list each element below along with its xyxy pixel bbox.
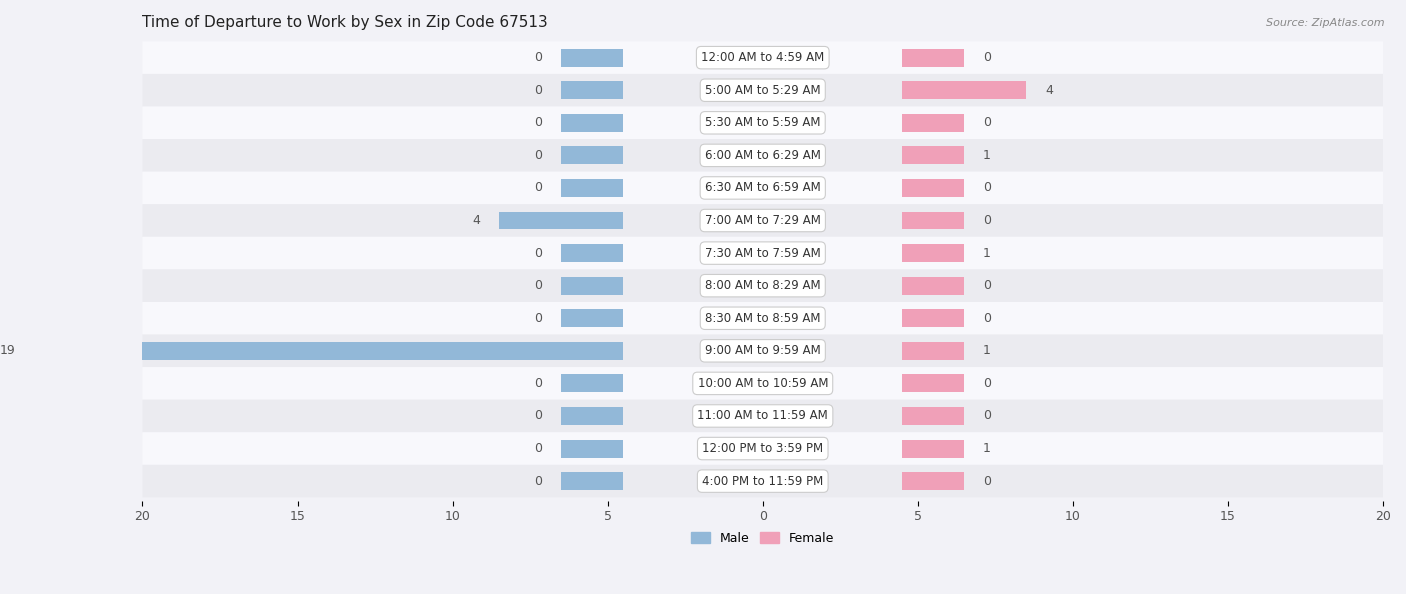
Bar: [903, 49, 965, 67]
Bar: [903, 244, 965, 262]
Bar: [561, 374, 623, 393]
Text: 11:00 AM to 11:59 AM: 11:00 AM to 11:59 AM: [697, 409, 828, 422]
FancyBboxPatch shape: [142, 465, 1384, 497]
Text: 0: 0: [534, 409, 543, 422]
Text: 0: 0: [983, 475, 991, 488]
Text: 4: 4: [1045, 84, 1053, 97]
FancyBboxPatch shape: [142, 432, 1384, 465]
Text: 0: 0: [983, 214, 991, 227]
Text: 19: 19: [0, 345, 15, 358]
Text: 0: 0: [534, 149, 543, 162]
Text: 5:30 AM to 5:59 AM: 5:30 AM to 5:59 AM: [704, 116, 821, 129]
Text: 0: 0: [534, 475, 543, 488]
Text: 7:00 AM to 7:29 AM: 7:00 AM to 7:29 AM: [704, 214, 821, 227]
Text: 0: 0: [534, 51, 543, 64]
Text: 8:00 AM to 8:29 AM: 8:00 AM to 8:29 AM: [704, 279, 821, 292]
Text: 1: 1: [983, 442, 991, 455]
Bar: [903, 179, 965, 197]
Text: 0: 0: [534, 84, 543, 97]
Bar: [561, 277, 623, 295]
Bar: [903, 277, 965, 295]
Text: 8:30 AM to 8:59 AM: 8:30 AM to 8:59 AM: [704, 312, 821, 325]
Bar: [903, 81, 1026, 99]
FancyBboxPatch shape: [142, 172, 1384, 204]
FancyBboxPatch shape: [142, 270, 1384, 302]
Text: 0: 0: [983, 51, 991, 64]
FancyBboxPatch shape: [142, 139, 1384, 172]
Bar: [561, 440, 623, 457]
Bar: [34, 342, 623, 360]
Text: 0: 0: [534, 377, 543, 390]
Bar: [561, 49, 623, 67]
Bar: [561, 179, 623, 197]
Bar: [561, 114, 623, 132]
Bar: [499, 211, 623, 229]
Text: 7:30 AM to 7:59 AM: 7:30 AM to 7:59 AM: [704, 247, 821, 260]
Bar: [903, 440, 965, 457]
Text: 9:00 AM to 9:59 AM: 9:00 AM to 9:59 AM: [704, 345, 821, 358]
Bar: [561, 81, 623, 99]
Text: 5:00 AM to 5:29 AM: 5:00 AM to 5:29 AM: [704, 84, 821, 97]
Text: 0: 0: [983, 116, 991, 129]
Bar: [903, 211, 965, 229]
Text: 6:00 AM to 6:29 AM: 6:00 AM to 6:29 AM: [704, 149, 821, 162]
Bar: [561, 244, 623, 262]
Text: 1: 1: [983, 149, 991, 162]
Bar: [561, 472, 623, 490]
Text: 6:30 AM to 6:59 AM: 6:30 AM to 6:59 AM: [704, 181, 821, 194]
Bar: [561, 407, 623, 425]
Text: 0: 0: [983, 279, 991, 292]
Text: 0: 0: [534, 181, 543, 194]
Text: 1: 1: [983, 247, 991, 260]
Bar: [903, 146, 965, 165]
Bar: [903, 374, 965, 393]
FancyBboxPatch shape: [142, 204, 1384, 237]
Text: 0: 0: [534, 279, 543, 292]
Text: 12:00 PM to 3:59 PM: 12:00 PM to 3:59 PM: [702, 442, 824, 455]
Text: 0: 0: [983, 181, 991, 194]
Text: 4:00 PM to 11:59 PM: 4:00 PM to 11:59 PM: [702, 475, 824, 488]
Bar: [903, 114, 965, 132]
Text: 4: 4: [472, 214, 481, 227]
Text: 0: 0: [983, 312, 991, 325]
FancyBboxPatch shape: [142, 74, 1384, 106]
Bar: [561, 309, 623, 327]
Bar: [903, 309, 965, 327]
Text: 1: 1: [983, 345, 991, 358]
Text: 0: 0: [534, 442, 543, 455]
Bar: [903, 472, 965, 490]
Text: 12:00 AM to 4:59 AM: 12:00 AM to 4:59 AM: [702, 51, 824, 64]
FancyBboxPatch shape: [142, 237, 1384, 270]
FancyBboxPatch shape: [142, 42, 1384, 74]
Text: 0: 0: [983, 409, 991, 422]
Text: 0: 0: [534, 247, 543, 260]
FancyBboxPatch shape: [142, 400, 1384, 432]
Text: 0: 0: [534, 116, 543, 129]
Bar: [561, 146, 623, 165]
FancyBboxPatch shape: [142, 367, 1384, 400]
Bar: [903, 342, 965, 360]
Text: Source: ZipAtlas.com: Source: ZipAtlas.com: [1267, 18, 1385, 28]
Text: 0: 0: [534, 312, 543, 325]
Bar: [903, 407, 965, 425]
FancyBboxPatch shape: [142, 302, 1384, 334]
Legend: Male, Female: Male, Female: [686, 527, 839, 550]
Text: 0: 0: [983, 377, 991, 390]
FancyBboxPatch shape: [142, 106, 1384, 139]
Text: 10:00 AM to 10:59 AM: 10:00 AM to 10:59 AM: [697, 377, 828, 390]
Text: Time of Departure to Work by Sex in Zip Code 67513: Time of Departure to Work by Sex in Zip …: [142, 15, 548, 30]
FancyBboxPatch shape: [142, 334, 1384, 367]
